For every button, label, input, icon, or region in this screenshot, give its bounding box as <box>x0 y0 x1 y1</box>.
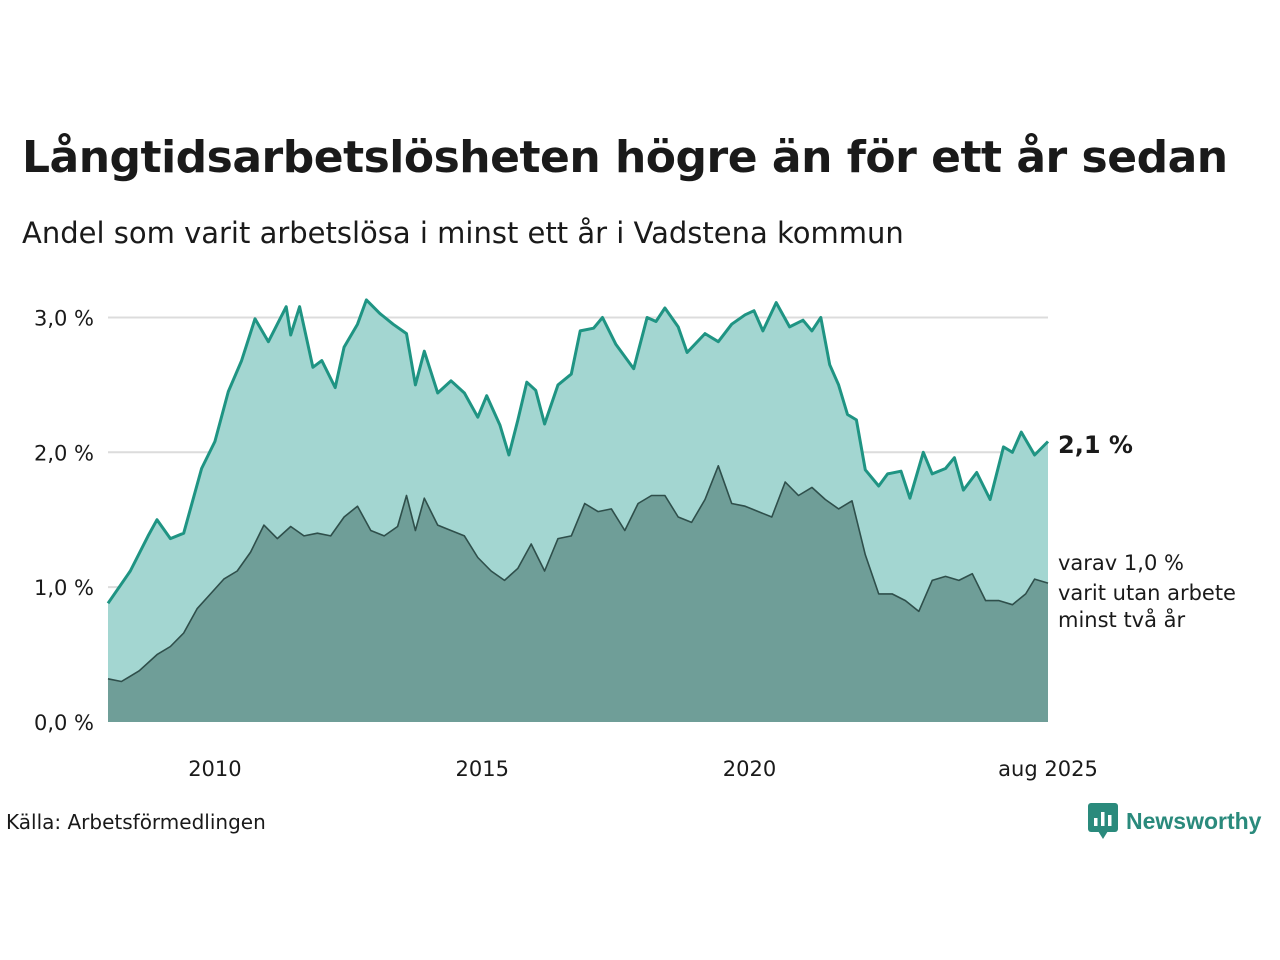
newsworthy-logo[interactable]: Newsworthy <box>1088 803 1261 839</box>
chart-title: Långtidsarbetslösheten högre än för ett … <box>22 132 1228 183</box>
area-two-years <box>108 465 1048 722</box>
two-years-annotation-line-2: varit utan arbete <box>1058 581 1236 605</box>
two-years-annotation-line-3: minst två år <box>1058 607 1186 632</box>
x-tick-label: 2010 <box>188 757 241 781</box>
x-tick-label: aug 2025 <box>998 757 1098 781</box>
plot-areas <box>106 298 1050 722</box>
y-tick-label: 1,0 % <box>34 576 94 600</box>
y-axis: 0,0 % 1,0 % 2,0 % 3,0 % <box>34 306 94 735</box>
line-total <box>106 298 1050 605</box>
two-years-annotation-line-1: varav 1,0 % <box>1058 551 1184 575</box>
line-two-years <box>107 465 1049 683</box>
brand-name: Newsworthy <box>1126 807 1262 834</box>
y-tick-label: 3,0 % <box>34 306 94 330</box>
x-axis: 2010 2015 2020 aug 2025 <box>188 757 1098 781</box>
x-tick-label: 2015 <box>455 757 508 781</box>
chart-subtitle: Andel som varit arbetslösa i minst ett å… <box>22 216 904 250</box>
x-tick-label: 2020 <box>723 757 776 781</box>
total-end-label: 2,1 % <box>1058 431 1133 459</box>
y-tick-label: 2,0 % <box>34 441 94 465</box>
newsworthy-logo-icon <box>1088 803 1118 839</box>
y-tick-label: 0,0 % <box>34 711 94 735</box>
source-note: Källa: Arbetsförmedlingen <box>6 810 266 834</box>
